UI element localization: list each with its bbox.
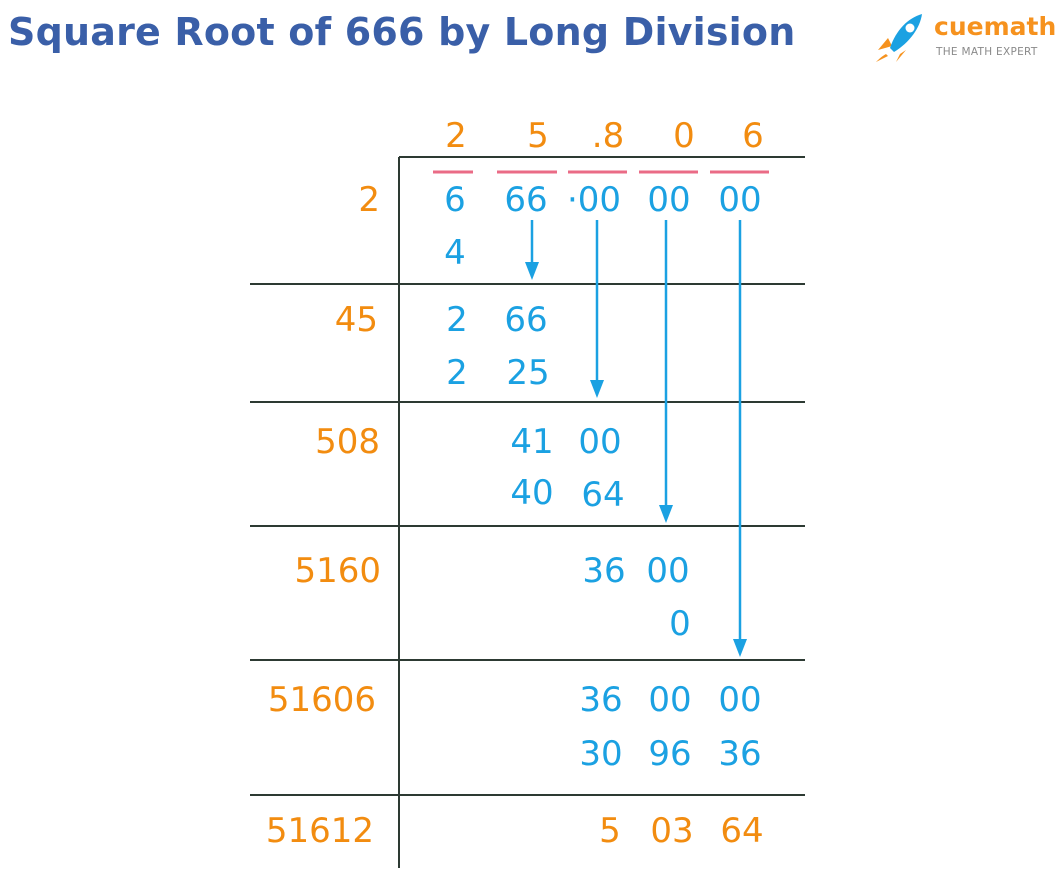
carry-value: 36 (579, 680, 622, 720)
carry-value: 2 (446, 300, 468, 340)
carry-value: 41 (510, 422, 553, 462)
quotient-digit: 0 (673, 116, 695, 156)
remainder-value: 03 (650, 811, 693, 851)
divisor: 5160 (294, 551, 381, 591)
subtract-value: 25 (506, 353, 549, 393)
divisor: 51606 (268, 680, 376, 720)
dividend-group: 6 (444, 180, 466, 220)
subtract-value: 0 (669, 604, 691, 644)
bring-down-arrowhead (590, 380, 604, 398)
remainder-value: 64 (720, 811, 763, 851)
quotient-digit: 6 (742, 116, 764, 156)
brand-name: cuemath (934, 12, 1057, 41)
bring-down-arrowhead (525, 262, 539, 280)
bring-down-arrowhead (659, 505, 673, 523)
divisor: 51612 (266, 811, 374, 851)
carry-value: 00 (648, 680, 691, 720)
brand-tagline: THE MATH EXPERT (936, 46, 1038, 58)
divisor: 45 (335, 300, 378, 340)
subtract-value: 2 (446, 353, 468, 393)
dividend-group: 66 (504, 180, 547, 220)
divisor: 508 (315, 422, 380, 462)
dividend-group: ·00 (567, 180, 621, 220)
subtract-value: 64 (581, 475, 624, 515)
carry-value: 00 (646, 551, 689, 591)
carry-value: 66 (504, 300, 547, 340)
quotient-digit: 2 (445, 116, 467, 156)
subtract-value: 96 (648, 734, 691, 774)
subtract-value: 36 (718, 734, 761, 774)
subtract-value: 4 (444, 233, 466, 273)
carry-value: 36 (582, 551, 625, 591)
subtract-value: 30 (579, 734, 622, 774)
dividend-group: 00 (718, 180, 761, 220)
subtract-value: 40 (510, 473, 553, 513)
quotient-digit: 5 (527, 116, 549, 156)
bring-down-arrowhead (733, 639, 747, 657)
divisor: 2 (358, 180, 380, 220)
dividend-group: 00 (647, 180, 690, 220)
remainder-value: 5 (599, 811, 621, 851)
carry-value: 00 (578, 422, 621, 462)
carry-value: 00 (718, 680, 761, 720)
rocket-icon (876, 14, 922, 62)
quotient-digit: .8 (592, 116, 624, 156)
brand-logo: cuemath THE MATH EXPERT (872, 10, 1057, 64)
page-title: Square Root of 666 by Long Division (8, 10, 796, 54)
